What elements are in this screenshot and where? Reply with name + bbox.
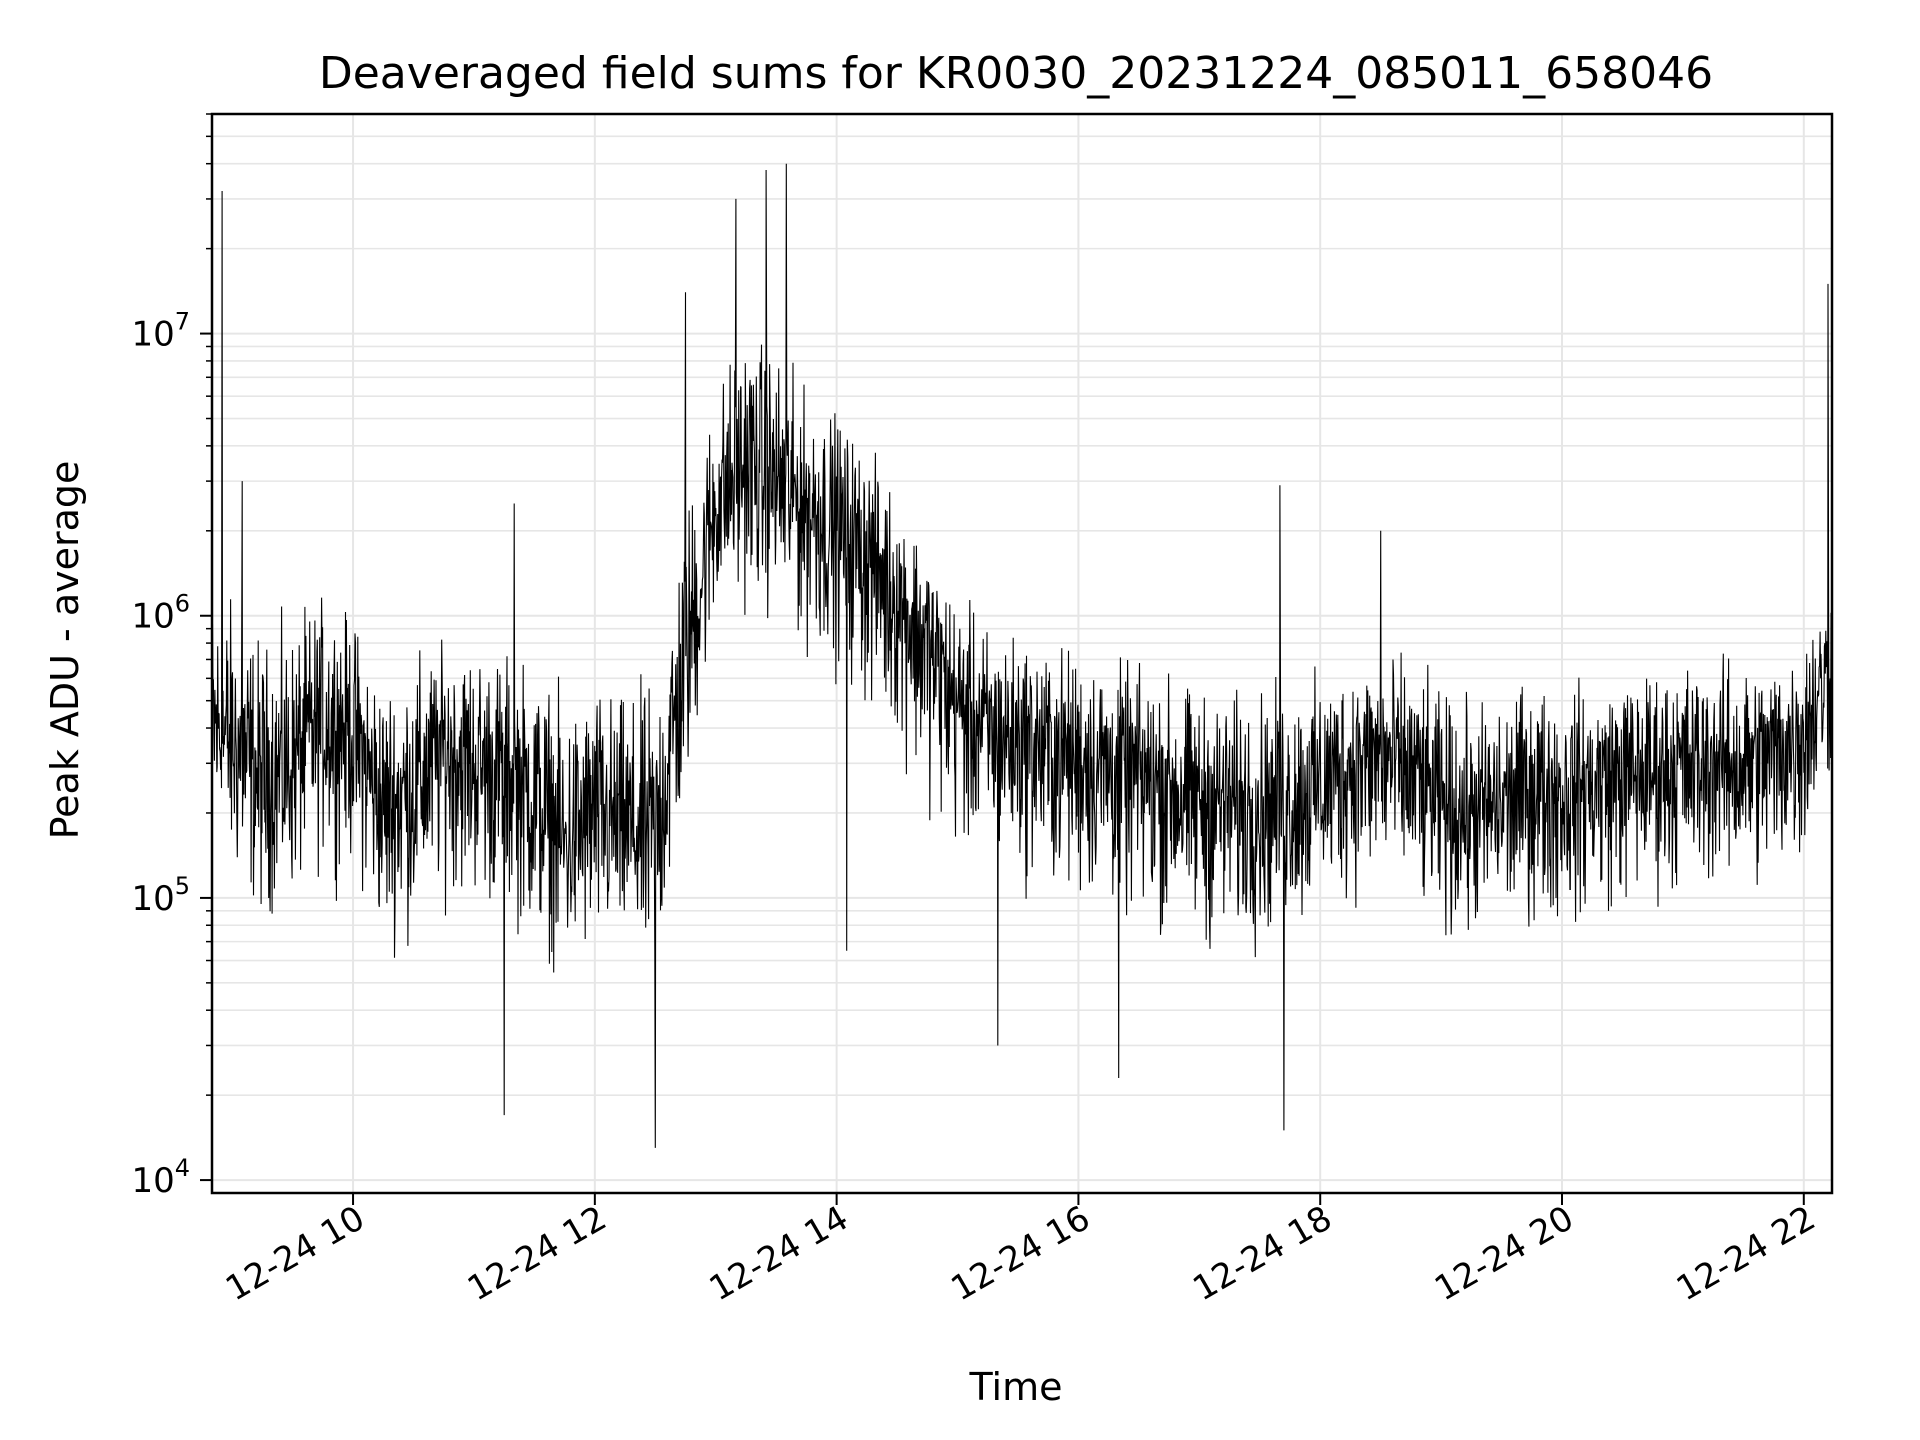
y-tick-label: 107 [131, 308, 190, 355]
series-line [211, 163, 1833, 1148]
y-tick-label: 104 [131, 1154, 190, 1201]
y-tick-label: 105 [131, 872, 190, 919]
y-tick-label: 106 [131, 590, 190, 637]
x-axis-label: Time [969, 1365, 1063, 1409]
plot-frame [210, 112, 1834, 1195]
data-series [211, 163, 1833, 1148]
y-axis: 104 105 106 107 [131, 113, 212, 1201]
y-axis-label: Peak ADU - average [43, 461, 87, 840]
chart-title: Deaveraged field sums for KR0030_2023122… [319, 48, 1713, 99]
